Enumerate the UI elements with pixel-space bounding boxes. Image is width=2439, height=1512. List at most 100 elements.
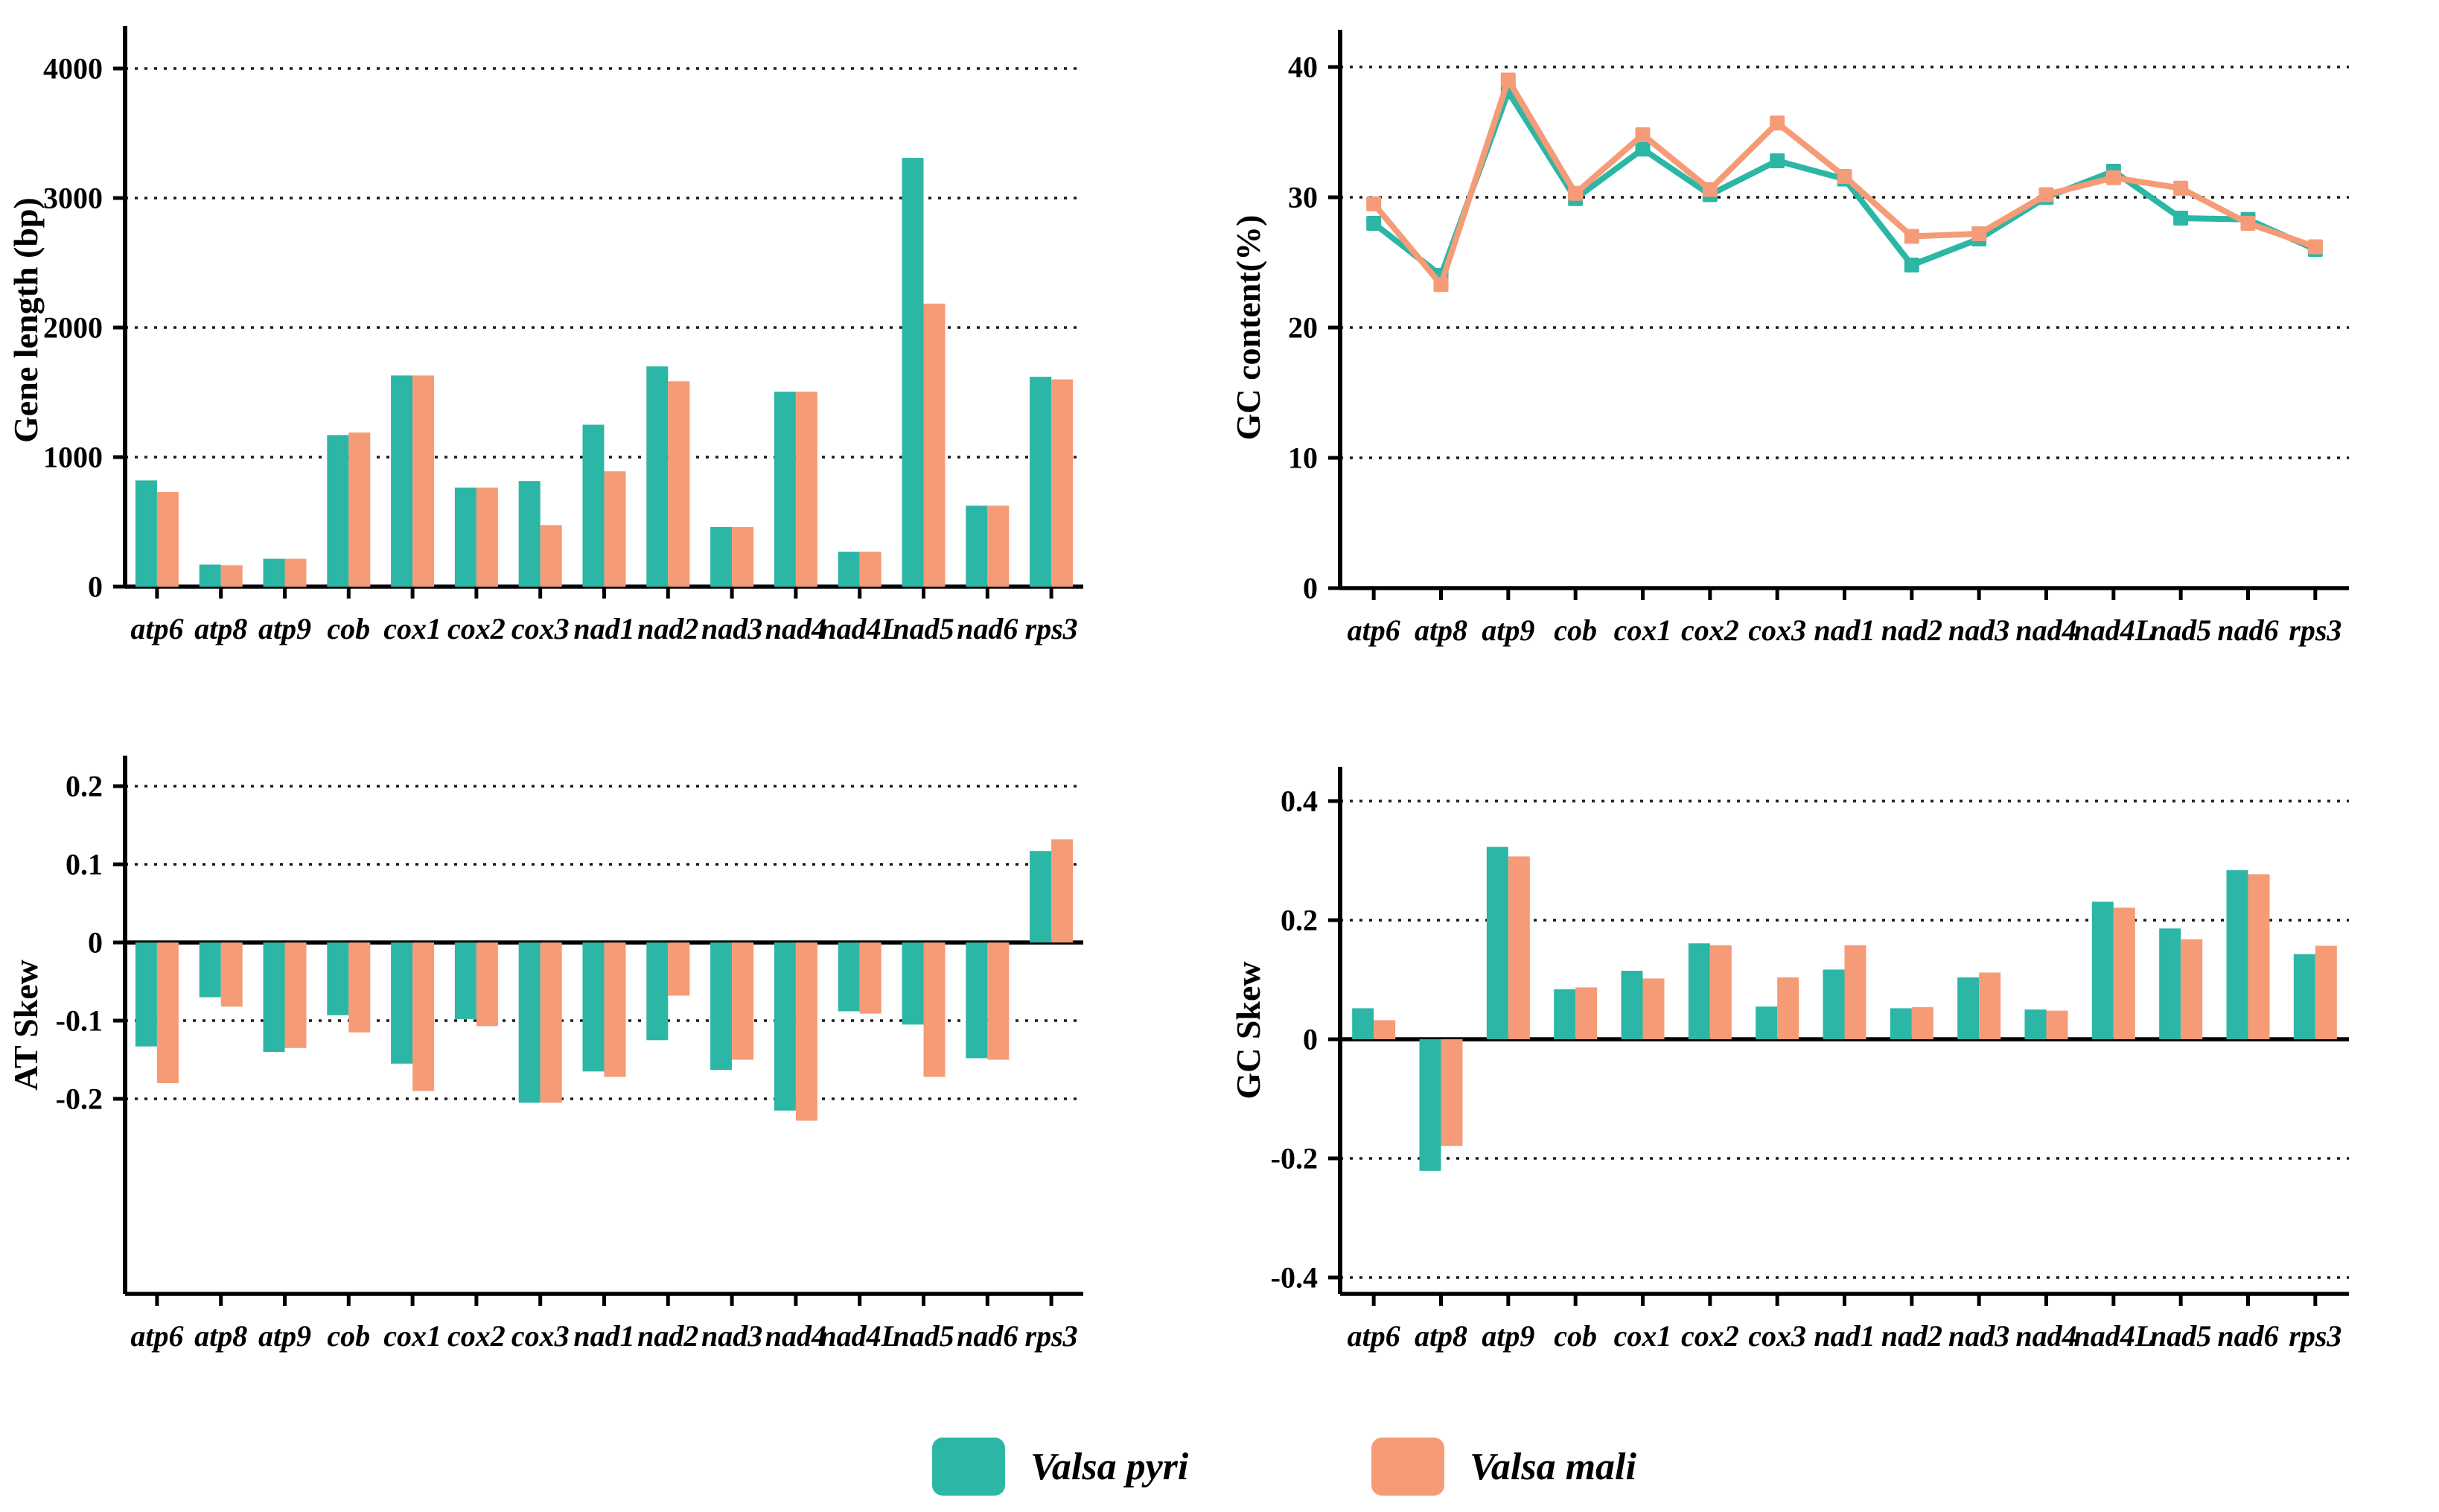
y-tick-label: 0 (88, 570, 103, 604)
x-tick-label-nad3: nad3 (1948, 1319, 2009, 1353)
x-tick-label-nad6: nad6 (2217, 1319, 2278, 1353)
y-tick-label: 2000 (43, 311, 103, 345)
bar-mali-cox3 (540, 525, 562, 587)
x-tick-label-cox2: cox2 (447, 1319, 506, 1353)
bar-mali-atp9 (1508, 856, 1530, 1039)
x-tick-label-nad3: nad3 (1948, 613, 2009, 647)
y-tick-label: 20 (1288, 311, 1318, 345)
bar-pyri-nad2 (1890, 1008, 1912, 1039)
bar-mali-cox2 (476, 487, 498, 587)
bar-pyri-nad5 (902, 158, 924, 587)
bar-pyri-nad2 (646, 366, 669, 587)
marker-pyri-cox3 (1770, 153, 1785, 168)
bar-pyri-rps3 (2293, 954, 2315, 1039)
legend-item-pyri: Valsa pyri (932, 1435, 1188, 1498)
x-tick-label-atp9: atp9 (258, 1319, 311, 1353)
bar-mali-nad1 (604, 471, 626, 587)
x-tick-label-atp9: atp9 (1482, 613, 1534, 647)
x-tick-label-nad5: nad5 (893, 612, 954, 645)
x-tick-label-cox2: cox2 (447, 612, 506, 645)
x-tick-label-atp6: atp6 (130, 612, 183, 645)
bar-pyri-cox3 (518, 942, 541, 1103)
x-tick-label-cox1: cox1 (1614, 613, 1672, 647)
bar-mali-cox2 (1709, 945, 1732, 1039)
bar-mali-nad3 (1979, 972, 2001, 1039)
bar-mali-nad4L (859, 552, 881, 587)
bar-pyri-atp6 (135, 942, 157, 1047)
bar-pyri-atp9 (263, 558, 285, 587)
legend-label-mali: Valsa mali (1470, 1445, 1636, 1488)
bar-mali-nad4 (795, 392, 817, 587)
marker-mali-atp8 (1433, 277, 1449, 293)
legend-swatch-mali (1371, 1438, 1444, 1496)
chart-gc-skew: 0.4 0.2 0 -0.2 -0.4 atp6 atp8 atp9 cob cox1 cox2 co… (1229, 767, 2349, 1353)
bar-pyri-cox2 (454, 487, 476, 587)
x-tick-label-nad4: nad4 (2015, 1319, 2076, 1353)
bar-pyri-nad6 (2226, 870, 2248, 1039)
marker-pyri-nad5 (2173, 211, 2189, 226)
marker-pyri-nad2 (1904, 258, 1919, 272)
bar-pyri-atp8 (199, 564, 221, 587)
bar-pyri-rps3 (1030, 377, 1052, 587)
bar-pyri-nad3 (1957, 977, 1980, 1039)
bar-pyri-nad3 (710, 942, 733, 1071)
x-tick-label-rps3: rps3 (2289, 613, 2341, 647)
legend-swatch-pyri (932, 1438, 1005, 1496)
bar-mali-nad5 (2181, 939, 2203, 1039)
bar-mali-cox3 (1777, 977, 1799, 1039)
marker-mali-atp9 (1500, 72, 1516, 88)
y-tick-label: -0.1 (56, 1004, 103, 1038)
x-tick-label-cob: cob (1554, 1319, 1597, 1353)
bar-pyri-nad4L (2091, 902, 2114, 1039)
bar-mali-atp9 (284, 558, 307, 587)
bar-mali-rps3 (1051, 839, 1074, 942)
bar-pyri-nad3 (710, 526, 733, 587)
bar-mali-cob (1575, 987, 1598, 1039)
x-tick-label-nad2: nad2 (637, 1319, 698, 1353)
x-tick-label-cox3: cox3 (1748, 1319, 1806, 1353)
bar-mali-cob (348, 942, 371, 1033)
bar-pyri-cox2 (1688, 943, 1710, 1039)
x-tick-label-atp9: atp9 (1482, 1319, 1534, 1353)
x-tick-label-nad2: nad2 (637, 612, 698, 645)
x-tick-label-atp6: atp6 (130, 1319, 183, 1353)
y-tick-label: 4000 (43, 52, 103, 86)
y-tick-label: 3000 (43, 182, 103, 215)
marker-mali-nad1 (1837, 169, 1852, 184)
bar-mali-nad4L (859, 942, 881, 1014)
y-tick-label: 40 (1288, 51, 1318, 84)
bar-pyri-cox1 (1621, 971, 1643, 1039)
bar-mali-nad5 (923, 303, 946, 587)
x-tick-label-cox2: cox2 (1681, 613, 1739, 647)
bar-mali-nad1 (604, 942, 626, 1077)
x-tick-label-atp8: atp8 (1415, 613, 1467, 647)
bar-mali-atp8 (220, 942, 243, 1007)
x-tick-label-nad6: nad6 (957, 612, 1018, 645)
bar-mali-nad1 (1844, 945, 1866, 1039)
x-tick-label-cox1: cox1 (383, 1319, 441, 1353)
y-tick-label: 10 (1288, 441, 1318, 475)
marker-mali-rps3 (2307, 239, 2323, 255)
x-tick-label-cox1: cox1 (383, 612, 441, 645)
marker-mali-cob (1568, 185, 1584, 201)
x-tick-label-cox3: cox3 (511, 1319, 570, 1353)
x-tick-label-nad3: nad3 (701, 1319, 762, 1353)
bar-mali-atp8 (220, 565, 243, 587)
bar-mali-rps3 (1051, 379, 1074, 587)
x-tick-label-cox3: cox3 (1748, 613, 1806, 647)
bar-mali-nad3 (732, 526, 754, 587)
x-tick-label-nad2: nad2 (1881, 613, 1942, 647)
x-tick-label-cob: cob (1554, 613, 1597, 647)
bar-mali-atp6 (156, 942, 179, 1083)
y-tick-label: 0 (1303, 1023, 1318, 1056)
bar-mali-atp6 (1374, 1020, 1396, 1039)
y-tick-label: 0 (88, 926, 103, 960)
chart-gene-length: 4000 3000 2000 1000 0 atp6 atp8 atp9 cob cox1 cox2… (7, 26, 1083, 645)
bar-mali-cox1 (412, 942, 435, 1091)
bar-pyri-nad4L (838, 942, 860, 1012)
bar-pyri-nad4 (774, 942, 796, 1111)
bar-pyri-nad1 (582, 942, 605, 1072)
marker-mali-cox1 (1635, 127, 1651, 142)
x-tick-label-nad4: nad4 (2015, 613, 2076, 647)
